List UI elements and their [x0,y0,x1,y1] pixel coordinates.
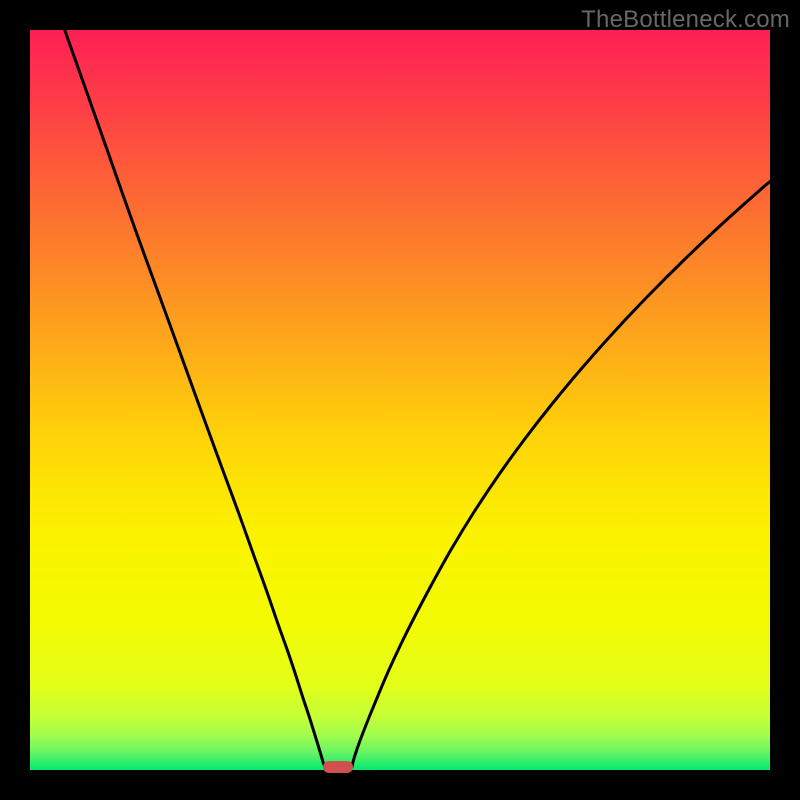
chart-stage: TheBottleneck.com [0,0,800,800]
bottleneck-marker [323,761,353,773]
watermark-text: TheBottleneck.com [581,6,790,34]
plot-background [30,30,770,770]
bottleneck-chart [0,0,800,800]
